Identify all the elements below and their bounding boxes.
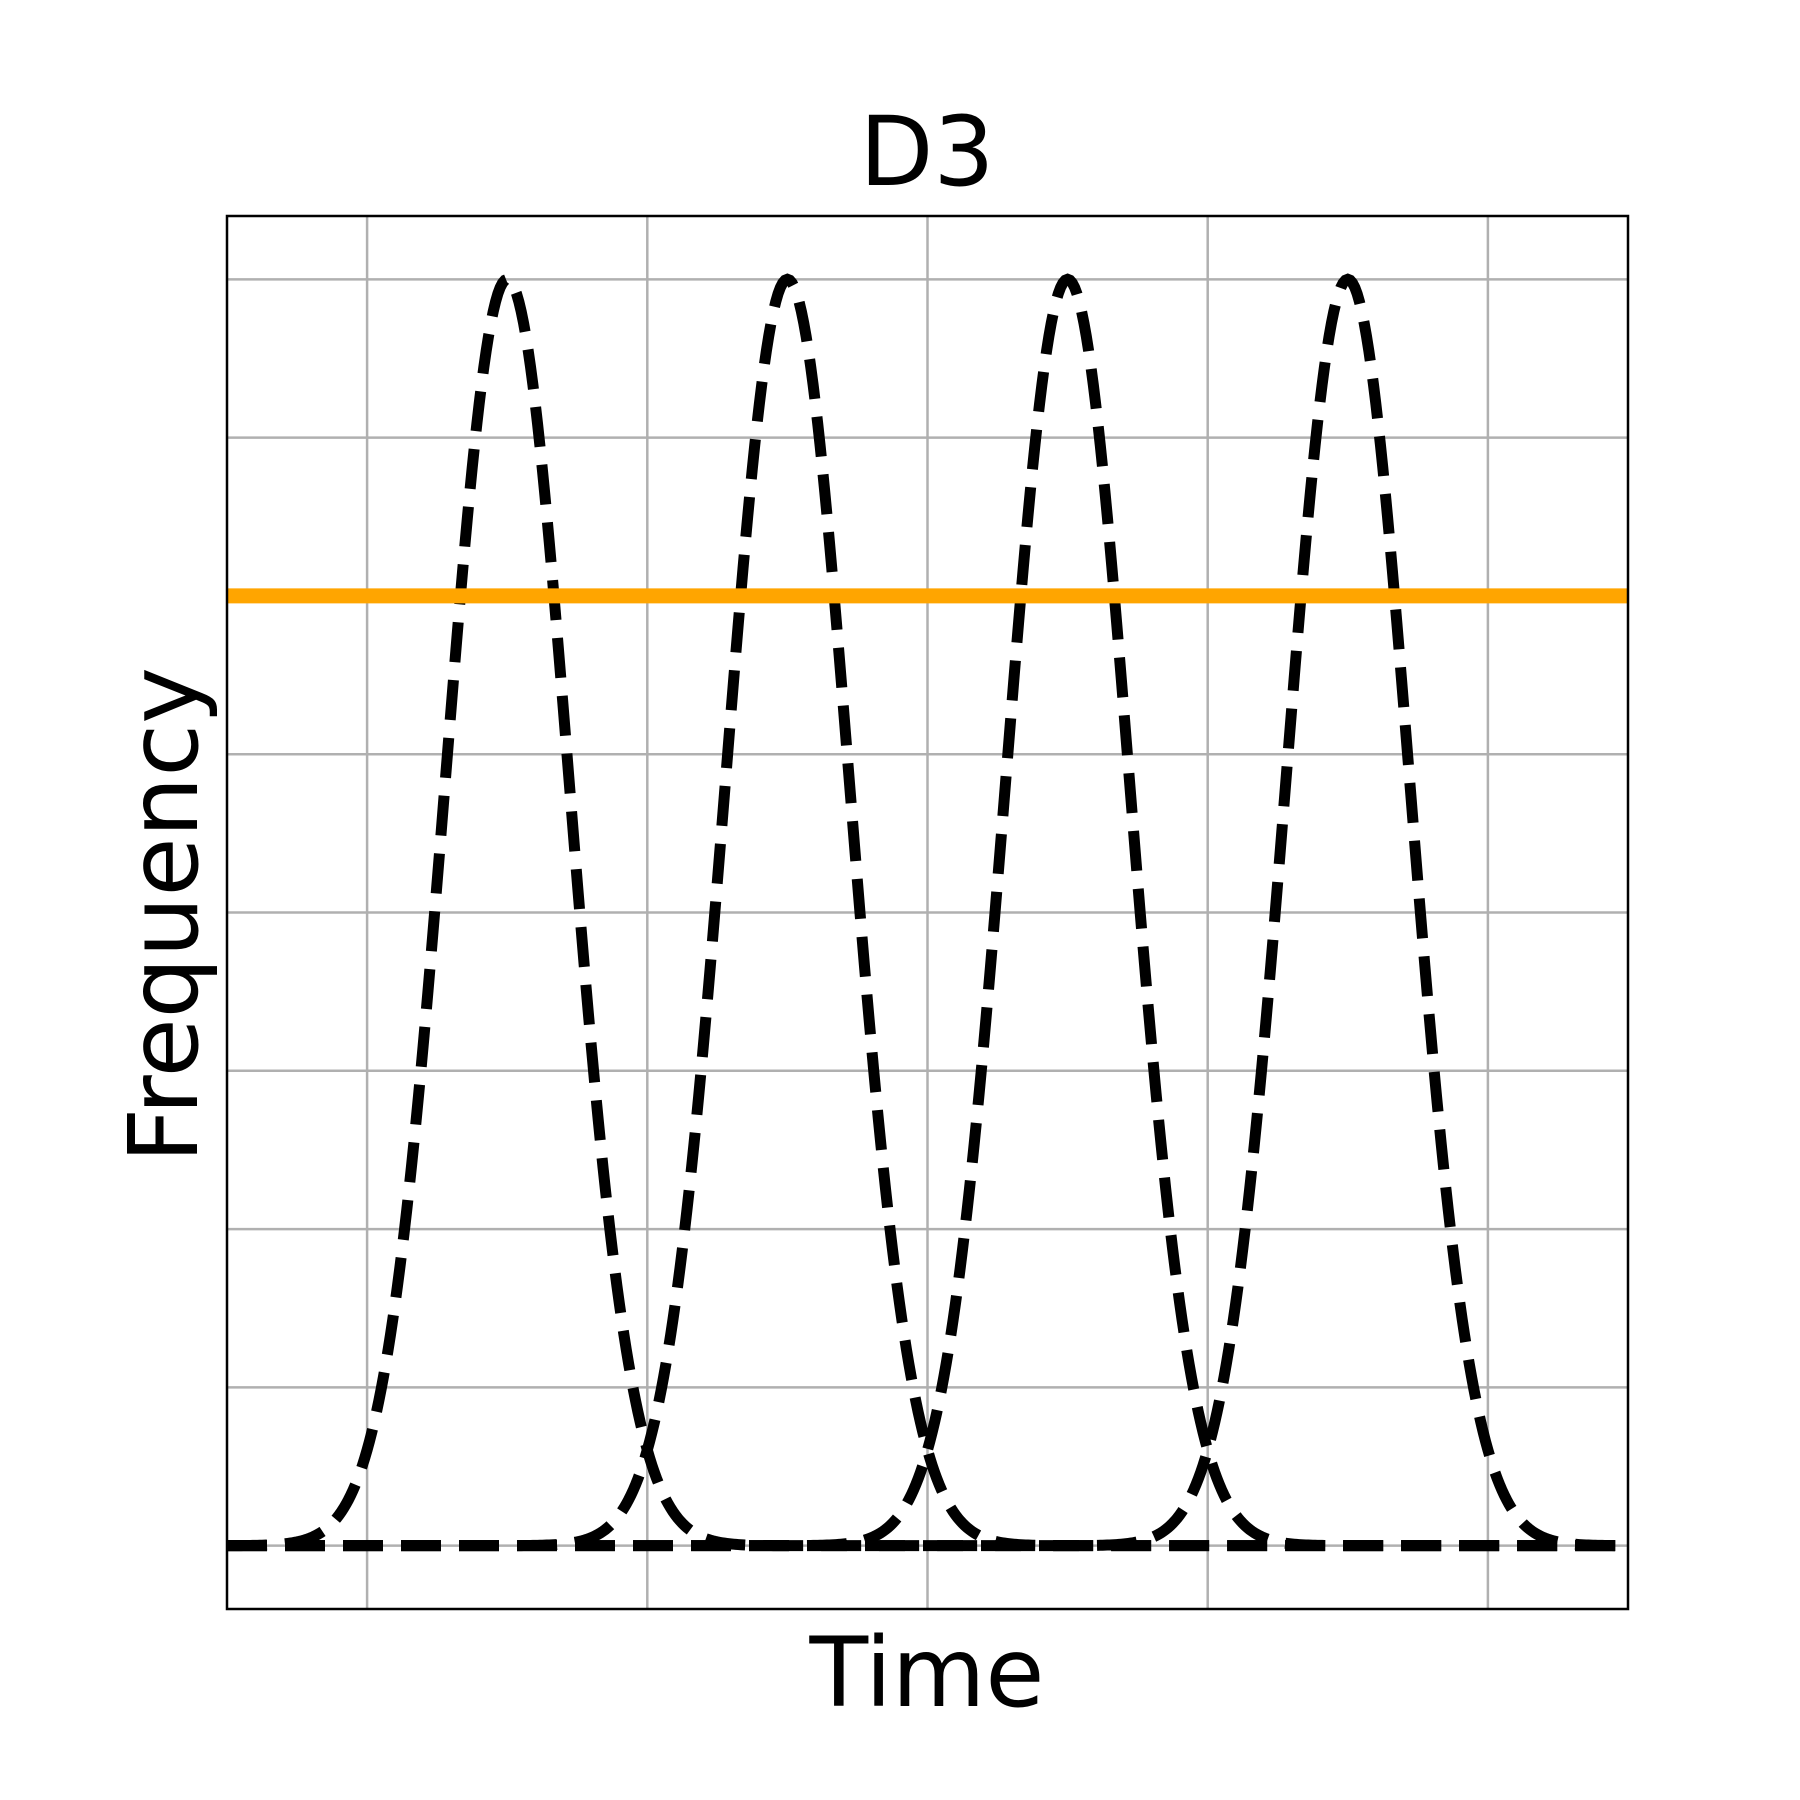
y-axis-label: Frequency (108, 667, 220, 1163)
series-group (226, 273, 1629, 1552)
chart-title: D3 (860, 96, 995, 208)
series-line-4 (227, 273, 1629, 1552)
x-axis-label: Time (809, 1617, 1045, 1729)
plot-frame (225, 214, 1630, 1611)
